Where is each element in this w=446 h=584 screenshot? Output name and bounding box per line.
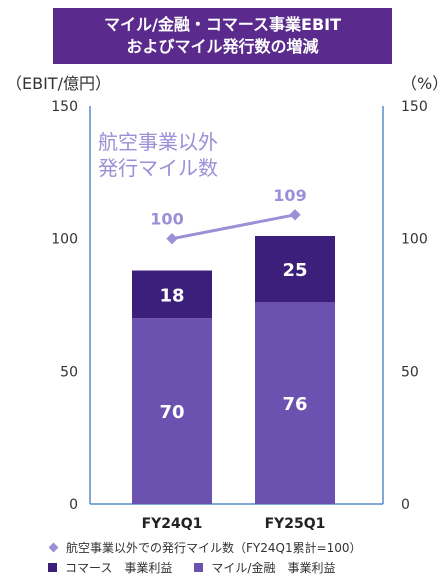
left-tick-label: 50 (60, 364, 78, 380)
legend-diamond-icon (48, 542, 59, 553)
bar-value-label: 25 (282, 260, 307, 281)
chart-title-line2: およびマイル発行数の増減 (126, 37, 319, 56)
legend-label-line: 航空事業以外での発行マイル数（FY24Q1累計=100） (66, 541, 362, 555)
left-axis-unit: （EBIT/億円） (6, 74, 111, 93)
x-tick-label: FY24Q1 (142, 516, 203, 532)
legend-items-bars: コマース 事業利益 マイル/金融 事業利益 (48, 559, 335, 576)
right-axis-unit: （%） (401, 74, 446, 93)
bar-value-label: 70 (159, 402, 184, 423)
left-tick-label: 150 (51, 99, 78, 115)
legend-mile-swatch-icon (194, 563, 204, 572)
legend-item-line: 航空事業以外での発行マイル数（FY24Q1累計=100） (48, 539, 362, 556)
bar-segment (255, 236, 335, 303)
line-series-path (171, 213, 296, 241)
chart-title-line1: マイル/金融・コマース事業EBIT (103, 15, 342, 34)
line-value-label: 100 (150, 210, 183, 229)
legend-commerce-swatch-icon (48, 563, 57, 572)
line-series-annotation: 発行マイル数 (98, 156, 218, 180)
legend-label-mile-finance: マイル/金融 事業利益 (211, 561, 336, 575)
bar-value-label: 18 (159, 285, 184, 306)
right-tick-label: 50 (401, 364, 419, 380)
line-series-annotation: 航空事業以外 (98, 130, 218, 154)
line-value-label: 109 (273, 186, 306, 205)
left-tick-label: 0 (69, 497, 78, 513)
line-point-marker (289, 209, 301, 221)
bar-segment (255, 302, 335, 504)
bar-value-label: 76 (282, 394, 307, 415)
right-tick-label: 100 (401, 232, 428, 248)
right-tick-label: 150 (401, 99, 428, 115)
bar-segment (132, 270, 212, 319)
bar-segment (132, 318, 212, 504)
x-tick-label: FY25Q1 (265, 516, 326, 532)
legend-label-commerce: コマース 事業利益 (65, 561, 173, 575)
left-tick-label: 100 (51, 232, 78, 248)
chart-title-banner: マイル/金融・コマース事業EBIT およびマイル発行数の増減 (53, 8, 392, 64)
right-tick-label: 0 (401, 497, 410, 513)
line-point-marker (166, 233, 178, 245)
